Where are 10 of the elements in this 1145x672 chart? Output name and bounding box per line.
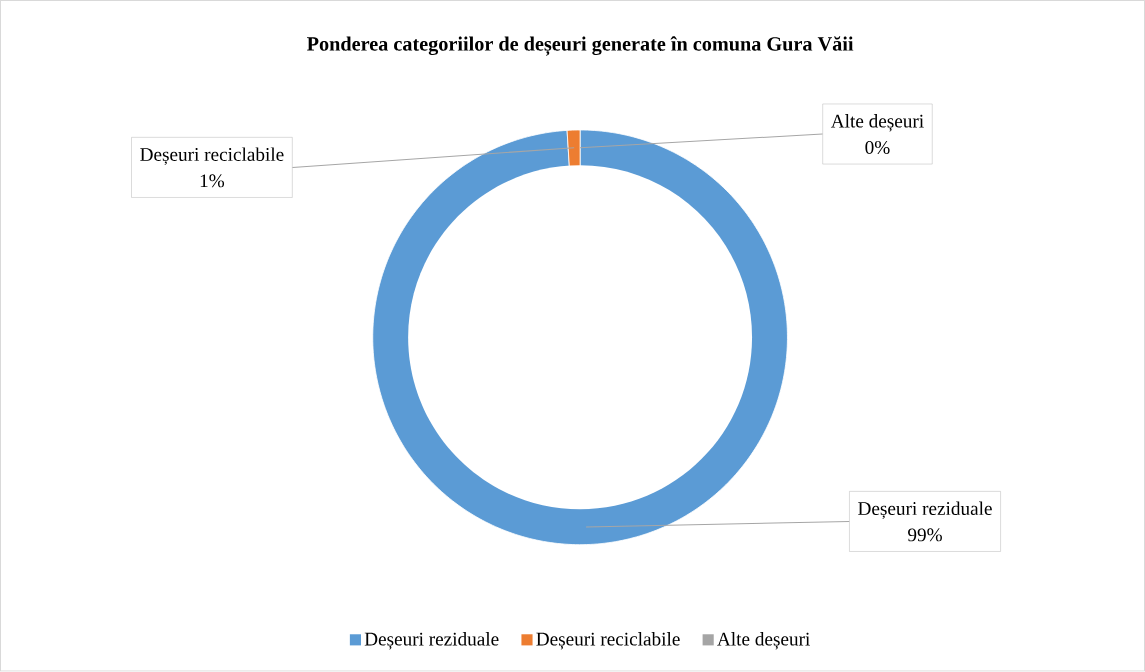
text: 0% bbox=[865, 141, 890, 155]
legend-label: Deșeuri reziduale bbox=[364, 632, 499, 650]
slice-label: Deșeuri reciclabile bbox=[140, 147, 284, 166]
chart-title: Ponderea categoriilor de deșeuri generate în comuna Gura Văii bbox=[307, 36, 854, 56]
data-label: 1% bbox=[200, 174, 225, 188]
legend-label: Alte deșeuri bbox=[717, 632, 810, 650]
category-label: Alte deșeuri bbox=[830, 114, 924, 132]
slice-label: Deșeuri reziduale bbox=[858, 501, 992, 520]
data-label: 99% bbox=[908, 528, 942, 542]
legend-label: Deșeuri reciclabile bbox=[536, 632, 680, 650]
